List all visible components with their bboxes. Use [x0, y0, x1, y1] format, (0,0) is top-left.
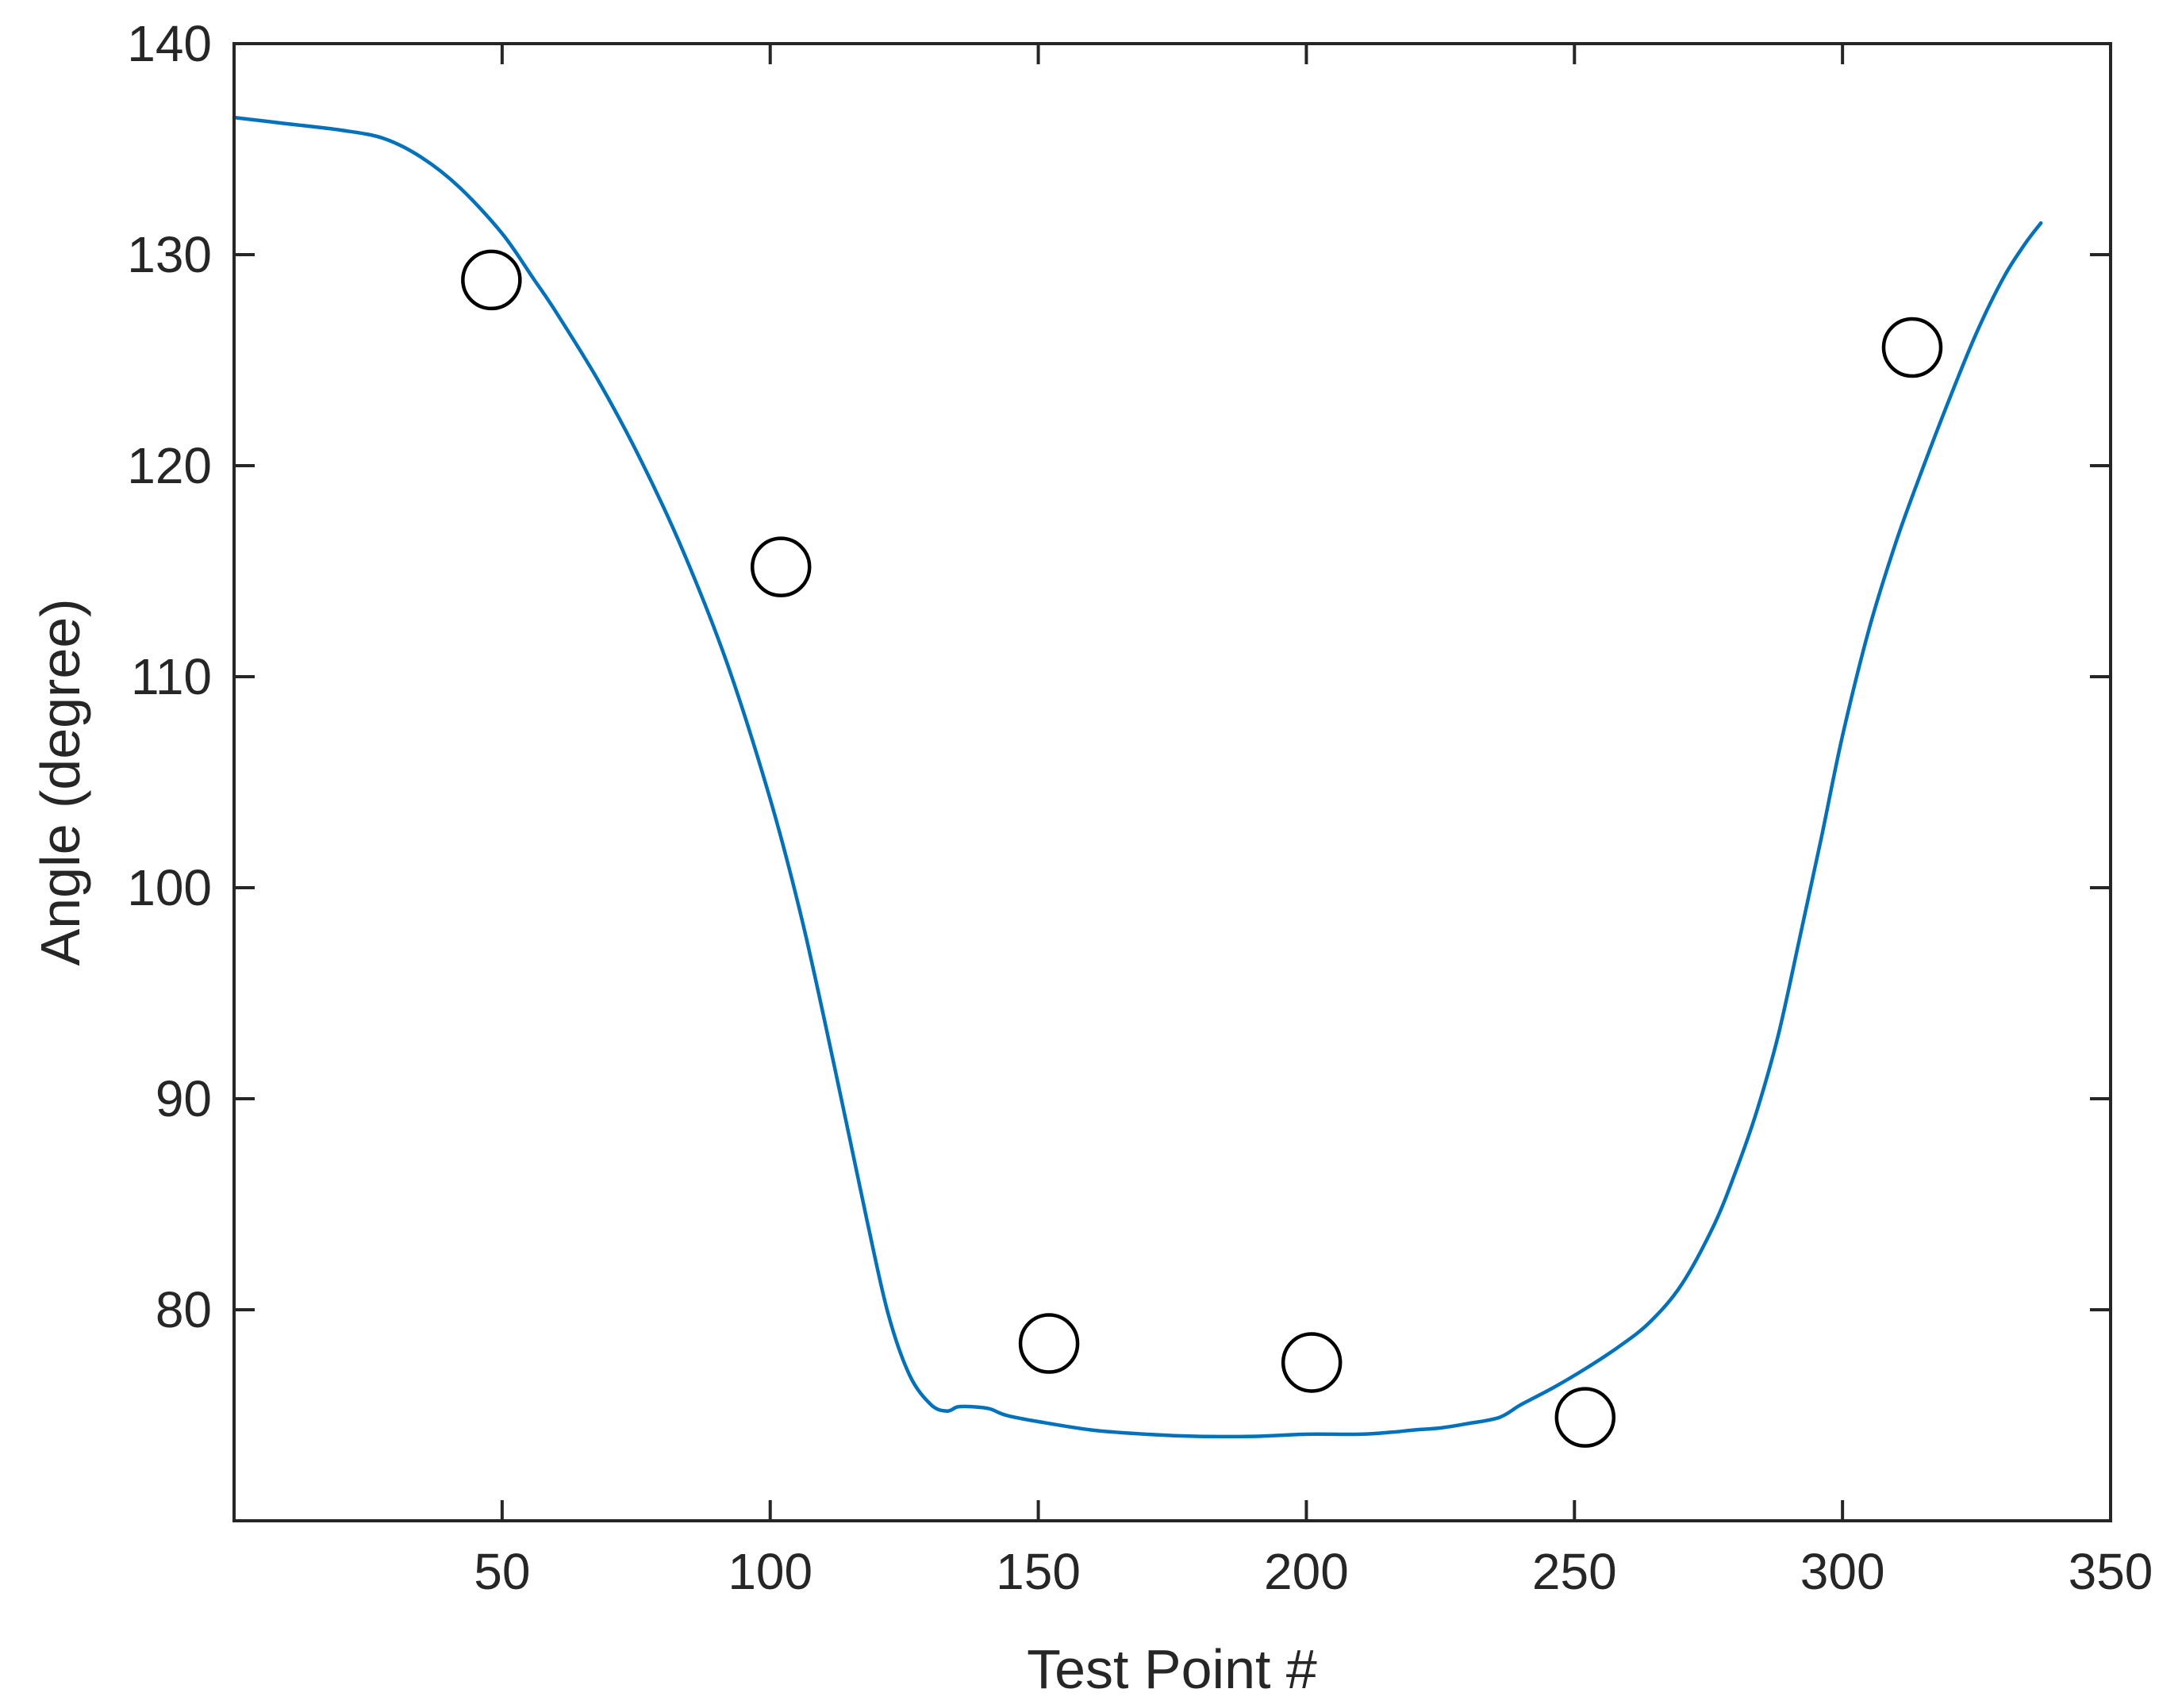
- series-line: [232, 115, 2043, 1439]
- data-markers: [461, 249, 1943, 1448]
- y-axis-ticks: 80 90 100 110 120 130 140: [127, 15, 2111, 1338]
- x-tick-label: 250: [1532, 1543, 1617, 1600]
- x-axis-label: Test Point #: [1027, 1638, 1317, 1700]
- x-tick-label: 100: [728, 1543, 812, 1600]
- data-point-marker: [1281, 1332, 1343, 1393]
- y-tick-label: 130: [127, 226, 212, 283]
- plot-background: [234, 44, 2111, 1521]
- x-axis-ticks: 50 100 150 200 250 300 350: [474, 44, 2153, 1600]
- x-tick-label: 50: [474, 1543, 530, 1600]
- y-tick-label: 120: [127, 437, 212, 494]
- y-tick-label: 90: [156, 1070, 212, 1127]
- data-point-marker: [1554, 1387, 1616, 1448]
- data-point-marker: [1018, 1313, 1080, 1374]
- y-tick-label: 80: [156, 1281, 212, 1338]
- data-point-marker: [1881, 317, 1943, 378]
- x-tick-label: 350: [2069, 1543, 2153, 1600]
- y-tick-label: 100: [127, 859, 212, 916]
- x-tick-label: 200: [1264, 1543, 1349, 1600]
- y-tick-label: 140: [127, 15, 212, 72]
- data-point-marker: [750, 536, 812, 597]
- x-tick-label: 300: [1800, 1543, 1885, 1600]
- y-axis-label: Angle (degree): [29, 598, 91, 965]
- data-point-marker: [461, 249, 522, 311]
- axes-box: [232, 42, 2112, 1522]
- x-tick-label: 150: [996, 1543, 1081, 1600]
- y-tick-label: 110: [131, 648, 212, 705]
